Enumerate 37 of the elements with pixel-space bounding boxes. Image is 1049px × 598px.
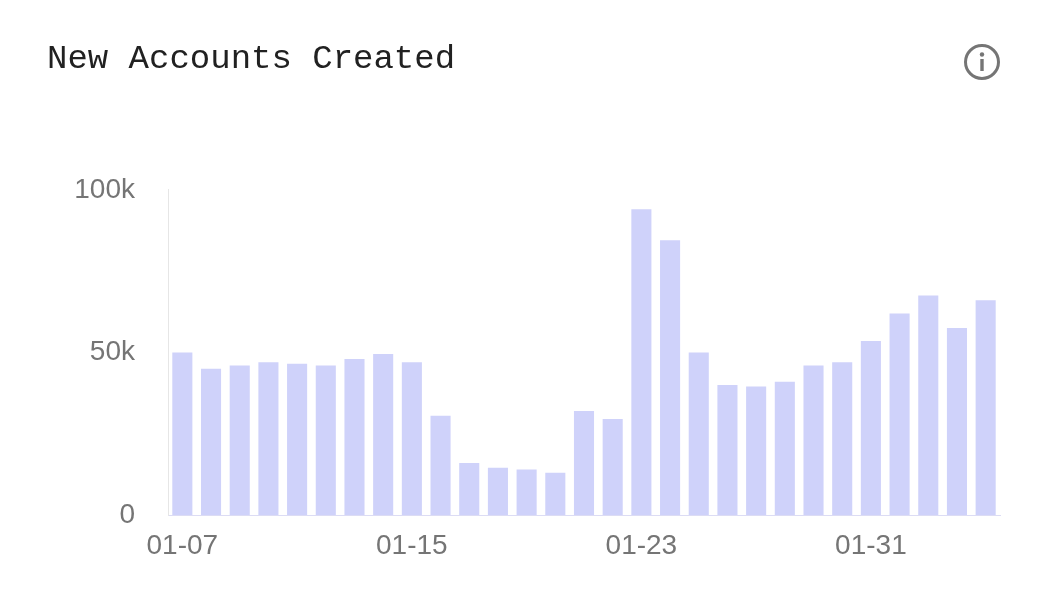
x-tick-label: 01-07	[146, 528, 219, 560]
bar	[373, 354, 394, 515]
y-tick-label: 100k	[74, 172, 136, 204]
bar	[258, 362, 279, 515]
bar	[832, 362, 853, 515]
x-tick-label: 01-31	[835, 528, 907, 560]
bar	[545, 472, 566, 515]
bar	[688, 352, 709, 515]
bar	[344, 358, 365, 515]
bar	[315, 365, 336, 515]
y-tick-label: 0	[119, 497, 135, 529]
bar	[172, 352, 193, 515]
bar	[660, 240, 681, 515]
chart-title: New Accounts Created	[47, 40, 456, 78]
bar	[602, 419, 623, 515]
bar	[946, 328, 968, 515]
bar	[573, 410, 595, 515]
bar	[631, 209, 652, 515]
x-tick-label: 01-15	[376, 528, 448, 560]
bar	[459, 462, 480, 515]
bar	[860, 341, 881, 515]
bar	[229, 365, 250, 515]
bar	[287, 363, 308, 515]
bar	[803, 365, 824, 515]
bar	[774, 381, 795, 515]
bar	[516, 469, 537, 515]
bar	[401, 362, 422, 515]
bar	[200, 368, 222, 515]
bar	[975, 300, 996, 515]
bar	[889, 313, 910, 515]
bar	[430, 415, 451, 515]
bar	[717, 384, 738, 515]
bar	[487, 467, 508, 515]
y-tick-label: 50k	[89, 335, 136, 367]
bar	[918, 295, 939, 515]
bar	[746, 386, 767, 515]
x-tick-label: 01-23	[605, 528, 678, 560]
